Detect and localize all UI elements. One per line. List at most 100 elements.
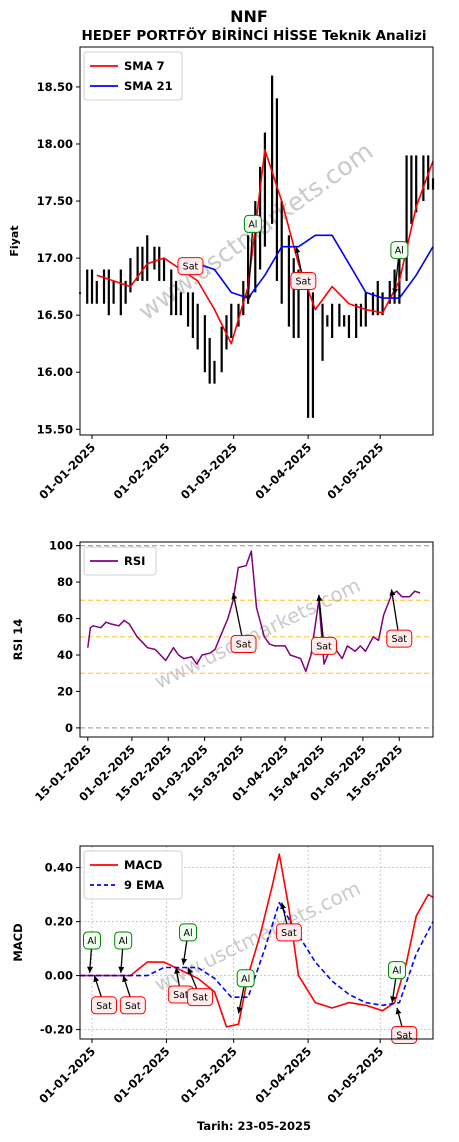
annotation-arrow [390,589,399,630]
price-bar [174,280,178,316]
y-tick-label: 0 [65,721,73,735]
series-line-9-ema [80,901,434,1007]
annotation-label: Sat [296,276,312,287]
price-bar [271,75,274,224]
legend-label: SMA 7 [124,59,165,73]
price-bar [297,269,300,338]
series-line-macd [80,853,434,1028]
signal-sell-annotation: Sat [91,975,118,1015]
annotation-label: Sat [173,990,189,1001]
signal-sell-annotation: Sat [230,592,257,654]
annotation-arrowhead [231,593,238,600]
series-line-sma-7 [96,148,434,345]
price-bar [119,269,122,316]
y-tick-label: 60 [57,612,73,626]
annotation-box [243,214,262,233]
legend: MACD 9 EMA [83,850,183,900]
price-bar [141,246,144,281]
y-tick-label: 0.20 [45,915,73,929]
price-bar [158,246,161,281]
price-bar [311,292,315,418]
price-bar [393,269,396,304]
signal-buy-annotation: Al [387,961,406,1003]
y-tick-label: 100 [49,539,73,553]
price-bar [162,258,166,281]
annotation-arrowhead [389,589,396,596]
annotation-box [275,923,302,942]
price-bar [338,303,341,327]
chart-subtitle: HEDEF PORTFÖY BİRİNCİ HİSSE Teknik Anali… [81,26,426,44]
annotation-label: Al [248,219,257,230]
price-bar [242,280,245,316]
annotation-arrowhead [181,958,188,965]
annotation-box [114,931,133,950]
price-bar [208,338,211,384]
price-bar [102,269,106,304]
annotation-label: Al [183,928,192,939]
annotation-label: Sat [96,1001,112,1012]
annotation-box [179,923,198,942]
legend-label: RSI [124,554,145,568]
annotation-box [390,241,409,260]
price-bar [415,155,418,213]
annotation-box [187,988,214,1007]
signal-sell-annotation: Sat [187,967,214,1007]
price-bar [124,280,127,304]
y-tick-label: 15.50 [37,422,73,436]
price-bar [280,201,283,304]
annotation-label: Al [241,974,250,985]
annotation-box [310,636,337,655]
y-tick-label: 17.50 [37,194,73,208]
series-line-sma-21 [180,234,434,299]
annotation-arrow [232,592,243,636]
signal-sell-annotation: Sat [275,902,302,942]
price-bar [170,269,173,316]
price-bar [220,326,223,373]
price-bar [179,292,182,316]
price-bar [196,303,199,350]
annotation-label: Sat [316,641,332,652]
annotation-arrowhead [118,966,125,973]
price-bar [405,155,408,281]
legend-label: MACD [124,858,162,872]
annotation-label: Sat [192,993,208,1004]
price-bar [186,292,190,327]
legend-box [83,51,183,101]
annotation-arrowhead [280,902,287,910]
signal-buy-annotation: Al [243,214,262,302]
annotation-label: Al [87,936,96,947]
annotation-label: Sat [391,634,407,645]
annotation-box [91,996,118,1015]
price-bar [388,280,391,304]
annotation-label: Al [119,936,128,947]
annotation-box [236,969,255,988]
legend: RSI [83,546,157,576]
annotation-box [230,635,257,654]
signal-buy-annotation: Al [83,931,102,973]
plot-frame [79,46,434,436]
price-bar [343,315,346,327]
annotation-label: Sat [236,640,252,651]
y-axis-label: Fiyat [8,225,21,256]
price-bar [422,155,425,202]
series-line-rsi [87,550,421,673]
y-tick-label: 18.00 [37,137,73,151]
signal-sell-annotation: Sat [290,246,317,290]
price-bar [90,269,94,304]
price-bar [381,292,384,316]
price-bar [136,246,139,281]
annotation-arrow [318,594,324,637]
price-bar [331,303,334,338]
annotation-arrowhead [187,967,194,975]
price-bar [347,315,351,338]
annotation-label: Sat [396,1030,412,1041]
annotation-label: Al [392,966,401,977]
annotation-arrowhead [236,1006,243,1014]
x-axis-label: Tarih: 23-05-2025 [197,1119,311,1133]
annotation-label: Al [395,246,404,257]
y-axis-label: RSI 14 [11,619,25,660]
annotation-arrowhead [87,966,94,973]
signal-sell-annotation: Sat [177,257,204,276]
y-tick-label: 16.50 [37,308,73,322]
